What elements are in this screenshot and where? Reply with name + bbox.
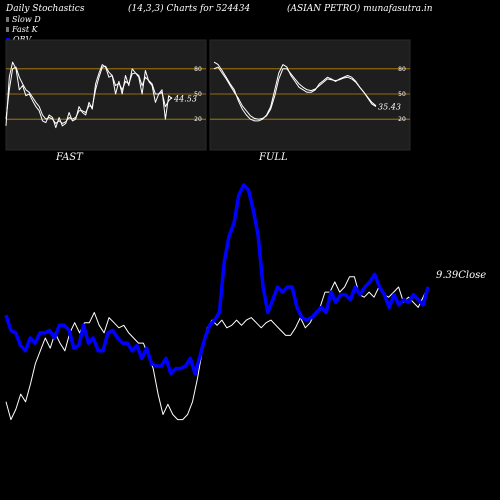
y-tick-label: 20 xyxy=(194,116,202,123)
line-fast-k xyxy=(5,61,173,129)
chart-title: Daily Stochastics xyxy=(6,4,85,14)
y-tick-label: 50 xyxy=(398,91,406,98)
panel-background xyxy=(209,39,411,151)
line-obv xyxy=(4,183,430,376)
y-tick-label: 20 xyxy=(398,116,406,123)
last-value-label: 44.53 xyxy=(173,95,197,104)
legend-swatch-icon xyxy=(6,27,9,32)
line-slow-d xyxy=(5,65,173,124)
legend-label: Fast K xyxy=(12,25,38,34)
full-panel-label: FULL xyxy=(259,152,288,163)
fast-panel-label: FAST xyxy=(56,152,83,163)
line-close xyxy=(5,276,429,421)
line-slow-d xyxy=(213,66,377,120)
legend-label: Slow D xyxy=(12,15,41,24)
legend-fast-k: Fast K xyxy=(6,25,38,34)
chart-params: (14,3,3) Charts for 524434 xyxy=(128,4,251,14)
y-tick-label: 50 xyxy=(194,91,202,98)
y-tick-label: 80 xyxy=(194,66,202,73)
close-value-label: 9.39Close xyxy=(436,270,486,281)
legend-slow-d: Slow D xyxy=(6,15,41,24)
y-tick-label: 80 xyxy=(398,66,406,73)
line-fast-k xyxy=(213,61,377,122)
legend-swatch-icon xyxy=(6,17,9,22)
last-value-label: 35.43 xyxy=(378,103,401,112)
chart-company: (ASIAN PETRO) munafasutra.in xyxy=(287,4,433,14)
panel-background xyxy=(5,39,207,151)
